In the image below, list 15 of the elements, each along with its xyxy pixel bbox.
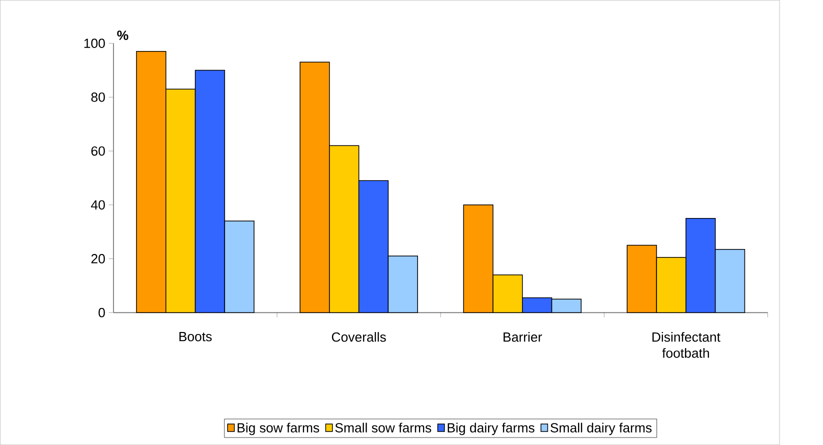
legend-label: Big dairy farms bbox=[448, 422, 534, 436]
x-tick-label: Disinfectant footbath bbox=[652, 332, 720, 358]
x-tick-label: Barrier bbox=[504, 332, 542, 342]
y-axis-title: % bbox=[117, 30, 128, 40]
x-tick-label: Coveralls bbox=[332, 332, 386, 342]
legend-label: Small sow farms bbox=[335, 422, 432, 432]
y-tick-label: 0 bbox=[98, 308, 105, 318]
x-tick-label: Boots bbox=[179, 332, 212, 342]
y-tick-label: 40 bbox=[91, 200, 105, 210]
y-tick-label: 60 bbox=[91, 146, 105, 156]
y-tick-label: 80 bbox=[91, 92, 105, 102]
legend-label: Small dairy farms bbox=[550, 422, 652, 436]
legend-label: Big sow farms bbox=[238, 422, 320, 436]
y-tick-label: 20 bbox=[91, 254, 105, 264]
y-tick-label: 100 bbox=[84, 38, 105, 48]
